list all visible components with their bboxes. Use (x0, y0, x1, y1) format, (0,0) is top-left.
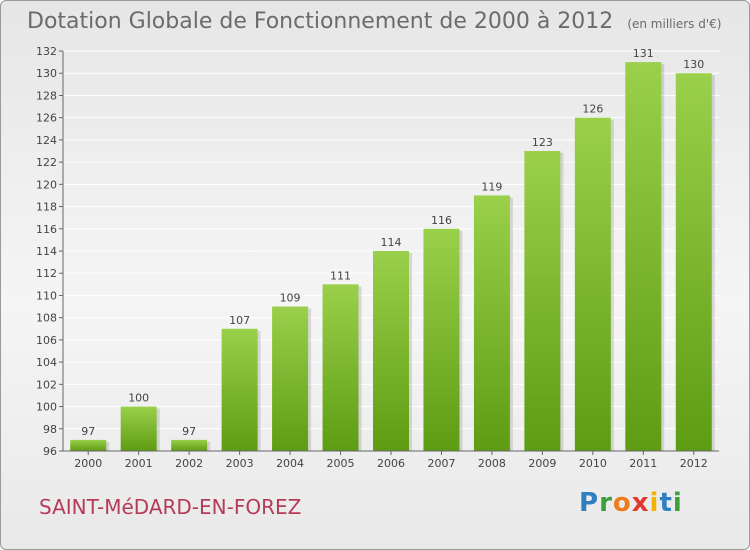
y-tick-label: 106 (36, 334, 57, 347)
bar (625, 62, 662, 451)
data-labels: 97 100 97 107 109 111 114 116 119 123 126 131 130 (81, 47, 704, 438)
logo-letter: i (672, 488, 683, 518)
x-tick-label: 2001 (125, 457, 153, 470)
data-label: 131 (633, 47, 654, 60)
y-tick-label: 112 (36, 267, 57, 280)
data-label: 123 (532, 136, 553, 149)
y-tick-label: 102 (36, 378, 57, 391)
logo-letter: r (599, 488, 613, 518)
y-tick-label: 128 (36, 89, 57, 102)
x-tick-label: 2002 (175, 457, 203, 470)
data-label: 119 (481, 180, 502, 193)
bar (171, 439, 208, 451)
data-label: 111 (330, 269, 351, 282)
bar (473, 195, 510, 451)
bar (120, 406, 157, 451)
bar (322, 284, 359, 451)
bars (70, 62, 715, 452)
data-label: 107 (229, 314, 250, 327)
y-tick-label: 98 (43, 423, 57, 436)
data-label: 97 (81, 425, 95, 438)
data-label: 130 (683, 58, 704, 71)
y-tick-label: 122 (36, 156, 57, 169)
data-label: 116 (431, 214, 452, 227)
x-tick-label: 2011 (629, 457, 657, 470)
x-tick-label: 2003 (226, 457, 254, 470)
proxiti-logo: Proxiti (579, 488, 683, 518)
bar (373, 251, 409, 451)
bar (70, 439, 107, 451)
x-tick-label: 2006 (377, 457, 405, 470)
y-tick-label: 110 (36, 289, 57, 302)
commune-name: SAINT-MéDARD-EN-FOREZ (39, 495, 302, 519)
logo-letter: o (612, 488, 632, 518)
y-tick-label: 96 (43, 445, 57, 458)
logo-letter: i (649, 488, 660, 518)
y-tick-label: 124 (36, 134, 57, 147)
bar (524, 151, 561, 451)
x-tick-label: 2005 (327, 457, 355, 470)
chart-title-text: Dotation Globale de Fonctionnement de 20… (27, 9, 614, 34)
bar (675, 73, 712, 451)
bar (221, 328, 258, 451)
x-tick-label: 2008 (478, 457, 506, 470)
y-tick-label: 108 (36, 312, 57, 325)
y-tick-label: 126 (36, 112, 57, 125)
y-tick-label: 104 (36, 356, 57, 369)
x-tick-label: 2012 (680, 457, 708, 470)
y-tick-label: 120 (36, 178, 57, 191)
y-tick-label: 118 (36, 201, 57, 214)
y-tick-label: 116 (36, 223, 57, 236)
bar (272, 306, 309, 451)
data-label: 100 (128, 392, 149, 405)
bar (423, 228, 460, 451)
x-tick-label: 2009 (528, 457, 556, 470)
logo-letter: t (659, 488, 673, 518)
x-tick-label: 2000 (74, 457, 102, 470)
data-label: 109 (280, 292, 301, 305)
bar (574, 117, 611, 452)
data-label: 114 (381, 236, 402, 249)
logo-letter: P (579, 488, 600, 518)
data-label: 126 (582, 103, 603, 116)
axes: 96 98 100 102 104 106 108 110 112 114 116 118 120 122… (36, 45, 719, 470)
y-tick-label: 100 (36, 401, 57, 414)
x-tick-label: 2004 (276, 457, 304, 470)
chart-subtitle: (en milliers d'€) (627, 17, 722, 31)
logo-letter: x (631, 488, 650, 518)
y-tick-label: 130 (36, 67, 57, 80)
x-tick-label: 2007 (427, 457, 455, 470)
chart-title: Dotation Globale de Fonctionnement de 20… (27, 9, 721, 34)
y-tick-label: 132 (36, 45, 57, 58)
x-tick-label: 2010 (579, 457, 607, 470)
y-tick-label: 114 (36, 245, 57, 258)
data-label: 97 (182, 425, 196, 438)
